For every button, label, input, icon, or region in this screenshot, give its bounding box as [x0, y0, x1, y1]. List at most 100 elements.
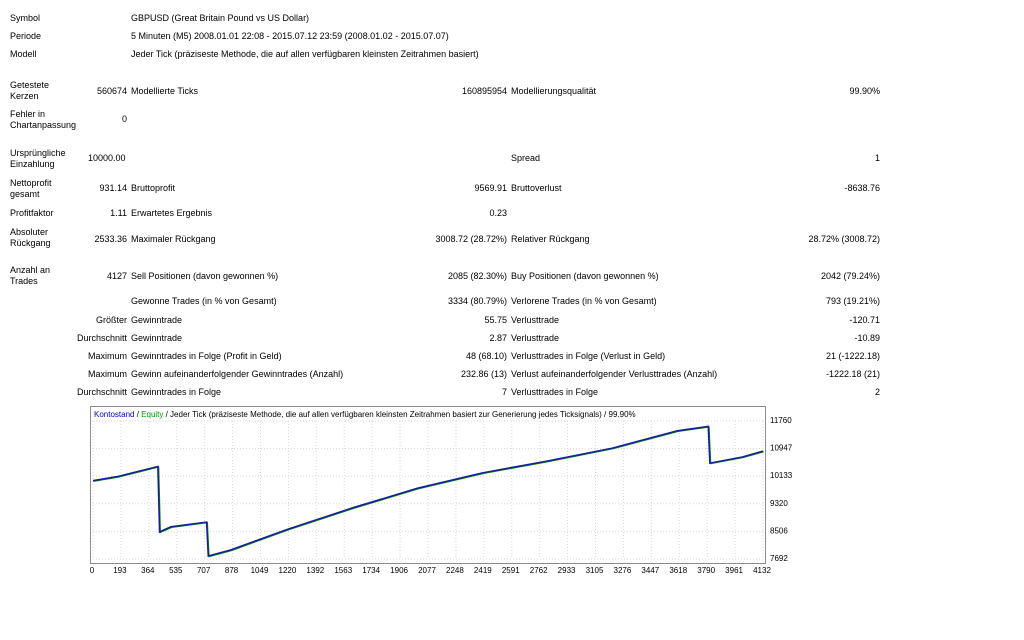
y-tick-label: 8506 [770, 526, 788, 535]
modellierungsqualitaet-label: Modellierungsqualität [511, 86, 597, 96]
detail-value2: -10.89 [854, 333, 880, 343]
x-tick-label: 0 [90, 566, 95, 575]
profitfaktor-label: Profitfaktor [10, 208, 54, 218]
x-tick-label: 1392 [306, 566, 324, 575]
anzahl-trades-label-1: Anzahl an [10, 265, 51, 275]
periode-label: Periode [10, 31, 42, 41]
x-tick-label: 3961 [725, 566, 743, 575]
legend-kontostand: Kontostand [94, 410, 135, 419]
kerzen-label-2: Kerzen [10, 91, 39, 101]
gewonnene-label: Gewonne Trades (in % von Gesamt) [131, 296, 277, 306]
verlorene-label: Verlorene Trades (in % von Gesamt) [511, 296, 657, 306]
kerzen-label-1: Getestete [10, 80, 50, 90]
bruttoverlust-label: Bruttoverlust [511, 183, 562, 193]
fehler-value: 0 [121, 114, 127, 124]
buy-value: 2042 (79.24%) [820, 271, 880, 281]
detail-prefix: Maximum [87, 369, 127, 379]
anzahl-trades-value: 4127 [106, 271, 127, 281]
x-tick-label: 1049 [251, 566, 269, 575]
y-tick-label: 9320 [770, 499, 788, 508]
x-tick-label: 1906 [390, 566, 408, 575]
detail-prefix: Größter [95, 315, 127, 325]
y-tick-label: 10947 [770, 444, 793, 453]
x-tick-label: 3618 [669, 566, 687, 575]
einzahlung-label-1: Ursprüngliche [10, 148, 66, 158]
x-tick-label: 1220 [279, 566, 297, 575]
einzahlung-label-2: Einzahlung [10, 159, 55, 169]
detail-value1: 7 [501, 387, 507, 397]
erwartetes-label: Erwartetes Ergebnis [131, 208, 213, 218]
sell-value: 2085 (82.30%) [447, 271, 507, 281]
gewonnene-value: 3334 (80.79%) [447, 296, 507, 306]
x-tick-label: 2077 [418, 566, 436, 575]
detail-prefix: Durchschnitt [76, 333, 127, 343]
rel-rueckgang-value: 28.72% (3008.72) [808, 234, 880, 244]
x-tick-label: 535 [169, 566, 183, 575]
max-rueckgang-label: Maximaler Rückgang [131, 234, 216, 244]
verlorene-value: 793 (19.21%) [825, 296, 880, 306]
detail-label2: Verlusttrades in Folge [511, 387, 599, 397]
detail-label1: Gewinntrades in Folge [131, 387, 222, 397]
detail-label2: Verlusttrade [511, 315, 560, 325]
modellierte-ticks-label: Modellierte Ticks [131, 86, 199, 96]
periode-value: 5 Minuten (M5) 2008.01.01 22:08 - 2015.0… [131, 31, 449, 41]
buy-label: Buy Positionen (davon gewonnen %) [511, 271, 659, 281]
detail-value2: 2 [874, 387, 880, 397]
detail-value1: 232.86 (13) [460, 369, 507, 379]
spread-label: Spread [511, 153, 541, 163]
x-tick-label: 193 [113, 566, 127, 575]
profitfaktor-value: 1.11 [110, 208, 127, 218]
detail-value2: -120.71 [849, 315, 880, 325]
bruttoprofit-value: 9569.91 [474, 183, 507, 193]
x-tick-label: 1563 [334, 566, 352, 575]
x-tick-label: 2762 [530, 566, 548, 575]
fehler-label-2: Chartanpassung [10, 120, 77, 130]
x-tick-label: 1734 [362, 566, 380, 575]
detail-label2: Verlusttrades in Folge (Verlust in Geld) [511, 351, 666, 361]
nettoprofit-value: 931.14 [99, 183, 127, 193]
spread-value: 1 [874, 153, 880, 163]
equity-chart: Kontostand / Equity / Jeder Tick (präzis… [90, 406, 766, 564]
max-rueckgang-value: 3008.72 (28.72%) [435, 234, 507, 244]
symbol-value: GBPUSD (Great Britain Pound vs US Dollar… [131, 13, 310, 23]
series-kontostand-line [92, 425, 764, 558]
x-tick-label: 364 [141, 566, 155, 575]
detail-label1: Gewinntrade [131, 315, 183, 325]
detail-value1: 2.87 [489, 333, 507, 343]
series-equity-line [93, 426, 764, 558]
legend-equity: Equity [141, 410, 164, 419]
modellierungsqualitaet-value: 99.90% [849, 86, 880, 96]
detail-label1: Gewinntrades in Folge (Profit in Geld) [131, 351, 282, 361]
x-tick-label: 2248 [446, 566, 464, 575]
x-tick-label: 2933 [558, 566, 576, 575]
y-tick-label: 11760 [770, 416, 792, 425]
detail-label2: Verlusttrade [511, 333, 560, 343]
detail-label2: Verlust aufeinanderfolgender Verlusttrad… [511, 369, 718, 379]
detail-value2: -1222.18 (21) [825, 369, 880, 379]
x-tick-label: 3105 [586, 566, 604, 575]
chart-plot [92, 420, 764, 560]
fehler-label-1: Fehler in [10, 109, 46, 119]
x-tick-label: 2419 [474, 566, 492, 575]
x-tick-label: 3790 [697, 566, 715, 575]
x-tick-label: 878 [225, 566, 239, 575]
legend-sep: / [134, 410, 142, 419]
modell-value: Jeder Tick (präziseste Methode, die auf … [131, 49, 479, 59]
bruttoverlust-value: -8638.76 [844, 183, 880, 193]
modellierte-ticks-value: 160895954 [461, 86, 507, 96]
rel-rueckgang-label: Relativer Rückgang [511, 234, 590, 244]
kerzen-value: 560674 [96, 86, 127, 96]
modell-label: Modell [10, 49, 37, 59]
detail-label1: Gewinn aufeinanderfolgender Gewinntrades… [131, 369, 344, 379]
detail-label1: Gewinntrade [131, 333, 183, 343]
x-tick-label: 707 [197, 566, 211, 575]
nettoprofit-label-2: gesamt [10, 189, 40, 199]
abs-rueckgang-value: 2533.36 [94, 234, 127, 244]
legend-rest: / Jeder Tick (präziseste Methode, die au… [163, 410, 636, 419]
y-tick-label: 7692 [770, 554, 788, 563]
abs-rueckgang-label-2: Rückgang [10, 238, 51, 248]
detail-value2: 21 (-1222.18) [825, 351, 880, 361]
detail-prefix: Durchschnitt [76, 387, 127, 397]
detail-value1: 55.75 [484, 315, 507, 325]
einzahlung-value: 10000.00 [88, 153, 126, 163]
